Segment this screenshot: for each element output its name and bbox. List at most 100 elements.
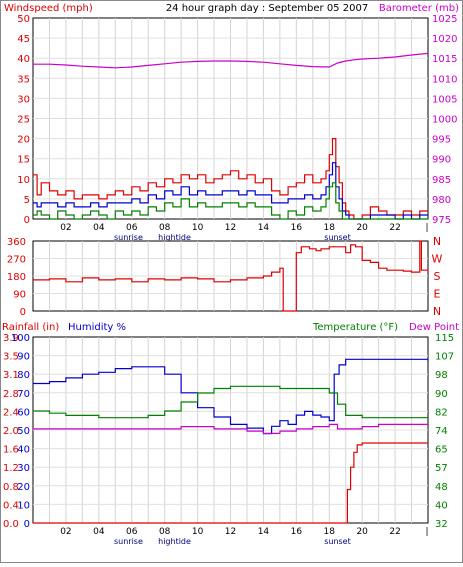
windspeed-tick-label: 10: [17, 175, 30, 186]
x-tick-label: 12: [225, 527, 236, 537]
barometer-tick-label: 975: [432, 215, 451, 226]
rainfall-tick-label: 3.9: [3, 333, 19, 344]
barometer-tick-label: 1000: [432, 115, 457, 126]
rainfall-tick-label: 2.0: [3, 426, 19, 437]
x-tick-label: 16: [291, 527, 303, 537]
direction-tick-label: 90: [13, 290, 26, 301]
direction-tick-label: 0: [20, 307, 26, 318]
windspeed-tick-label: 30: [17, 94, 30, 105]
x-tick-label: 04: [93, 527, 105, 537]
windspeed-tick-label: 40: [17, 54, 30, 65]
rainfall-tick-label: 1.6: [3, 445, 19, 456]
humidity-tick-label: 30: [17, 463, 30, 474]
temperature-tick-label: 90: [435, 389, 448, 400]
windspeed-tick-label: 0: [24, 215, 30, 226]
humidity-tick-label: 0: [24, 519, 30, 530]
x-tick-label: 08: [159, 527, 171, 537]
compass-label: S: [434, 270, 441, 283]
temperature-tick-label: 57: [435, 463, 448, 474]
windspeed-tick-label: 35: [17, 74, 30, 85]
event-label-sunrise: sunrise: [114, 537, 143, 546]
barometer-tick-label: 985: [432, 175, 451, 186]
humidity-tick-label: 100: [11, 333, 30, 344]
dewpoint-axis-label: Dew Point: [409, 322, 459, 333]
x-tick-label: 14: [258, 527, 270, 537]
rainfall-tick-label: 0.0: [3, 519, 19, 530]
direction-tick-label: 360: [7, 237, 26, 248]
humidity-tick-label: 90: [17, 352, 30, 363]
humidity-tick-label: 40: [17, 445, 30, 456]
temperature-tick-label: 40: [435, 500, 448, 511]
x-tick-label: 06: [126, 223, 138, 233]
barometer-tick-label: 980: [432, 195, 451, 206]
temperature-tick-label: 74: [435, 426, 448, 437]
barometer-tick-label: 1015: [432, 54, 457, 65]
windspeed-series-line-2: [33, 182, 428, 220]
x-tick-label: 08: [159, 223, 171, 233]
dewpoint-line: [33, 423, 428, 434]
temperature-axis-label: Temperature (°F): [312, 322, 398, 333]
event-label-hightide: hightide: [158, 537, 191, 546]
x-tick-label: 20: [356, 527, 368, 537]
rainfall-tick-label: 2.4: [3, 407, 19, 418]
temperature-tick-label: 32: [435, 519, 448, 530]
humidity-tick-label: 20: [17, 482, 30, 493]
rainfall-tick-label: 2.8: [3, 389, 19, 400]
x-tick-label: 02: [60, 223, 71, 233]
temperature-tick-label: 82: [435, 407, 448, 418]
windspeed-tick-label: 15: [17, 155, 30, 166]
event-label-sunrise: sunrise: [114, 233, 143, 242]
x-tick-label: 10: [192, 527, 204, 537]
rainfall-tick-label: 3.5: [3, 352, 19, 363]
windspeed-tick-label: 5: [24, 195, 30, 206]
barometer-line: [33, 52, 429, 69]
event-label-hightide: hightide: [158, 233, 191, 242]
x-tick-label: 14: [258, 223, 270, 233]
x-tick-label: 18: [324, 527, 336, 537]
windspeed-series-line-1: [33, 162, 428, 220]
rainfall-tick-label: 0.4: [3, 500, 19, 511]
x-tick-label: 18: [324, 223, 336, 233]
compass-label: N: [433, 305, 441, 318]
windspeed-tick-label: 50: [17, 14, 30, 25]
compass-label: W: [432, 253, 443, 266]
event-label-sunset: sunset: [324, 233, 351, 242]
humidity-tick-label: 70: [17, 389, 30, 400]
temperature-tick-label: 65: [435, 445, 448, 456]
barometer-tick-label: 1025: [432, 14, 457, 25]
x-tick-label: 06: [126, 527, 138, 537]
x-tick-label: 20: [356, 223, 368, 233]
windspeed-tick-label: 25: [17, 115, 30, 126]
barometer-tick-label: 1010: [432, 74, 457, 85]
x-tick-label: 04: [93, 223, 105, 233]
x-tick-label: 22: [389, 527, 400, 537]
windspeed-tick-label: 45: [17, 34, 30, 45]
x-tick-label: 10: [192, 223, 204, 233]
rainfall-tick-label: 3.1: [3, 370, 19, 381]
compass-label: N: [433, 235, 441, 248]
compass-label: E: [434, 288, 441, 301]
windspeed-tick-label: 20: [17, 135, 30, 146]
x-tick-label: 22: [389, 223, 400, 233]
humidity-tick-label: 80: [17, 370, 30, 381]
x-tick-label: 12: [225, 223, 236, 233]
rainfall-line: [33, 442, 428, 524]
direction-tick-label: 270: [7, 255, 26, 266]
rainfall-tick-label: 0.8: [3, 482, 19, 493]
chart-title: 24 hour graph day : September 05 2007: [166, 3, 368, 14]
barometer-tick-label: 995: [432, 135, 451, 146]
x-tick-label: |: [425, 223, 428, 233]
humidity-tick-label: 50: [17, 426, 30, 437]
humidity-axis-label: Humidity %: [68, 322, 126, 333]
rainfall-axis-label: Rainfall (in): [2, 322, 59, 333]
rainfall-tick-label: 1.2: [3, 463, 19, 474]
x-tick-label: |: [425, 527, 428, 537]
x-tick-label: 02: [60, 527, 71, 537]
temperature-tick-label: 115: [435, 333, 454, 344]
windspeed-series-line-0: [33, 138, 428, 220]
humidity-tick-label: 60: [17, 407, 30, 418]
barometer-tick-label: 990: [432, 155, 451, 166]
temperature-tick-label: 107: [435, 352, 454, 363]
